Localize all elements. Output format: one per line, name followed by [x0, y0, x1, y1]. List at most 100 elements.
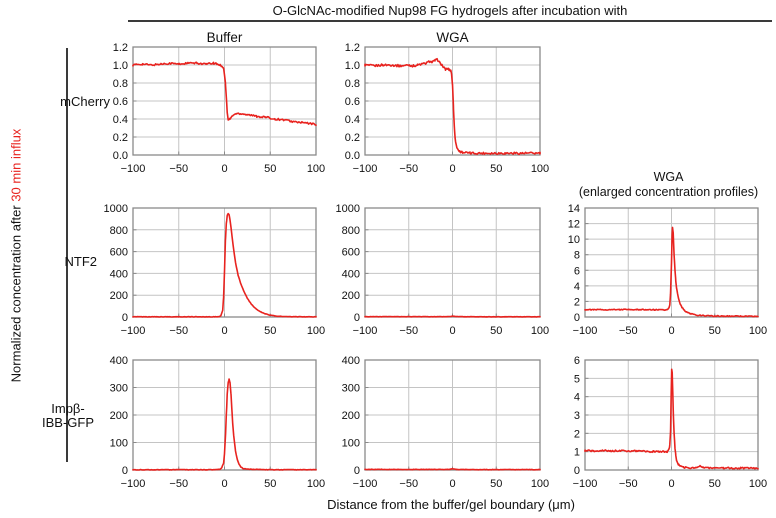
svg-text:100: 100: [307, 325, 325, 337]
svg-text:1000: 1000: [104, 203, 128, 215]
plot-ntf2-wga-enlarged: 0 2 4 6 8 10 12 14 −100 −50 0 50 100: [568, 203, 767, 337]
svg-text:14: 14: [568, 203, 580, 215]
svg-text:300: 300: [342, 383, 360, 395]
svg-text:−50: −50: [169, 325, 188, 337]
column-header-wga-enlarged-line2: (enlarged concentration profiles): [578, 185, 759, 199]
svg-text:0.0: 0.0: [113, 150, 128, 162]
svg-text:100: 100: [749, 325, 767, 337]
svg-text:100: 100: [531, 163, 549, 175]
svg-text:0.6: 0.6: [113, 96, 128, 108]
svg-text:0.2: 0.2: [113, 132, 128, 144]
svg-text:400: 400: [342, 355, 360, 367]
row-label-mcherry: mCherry: [60, 94, 110, 109]
column-header-wga: WGA: [436, 30, 469, 45]
svg-text:200: 200: [342, 290, 360, 302]
svg-text:0: 0: [574, 312, 580, 324]
svg-text:3: 3: [574, 410, 580, 422]
svg-text:1.2: 1.2: [345, 42, 360, 54]
svg-text:−100: −100: [573, 325, 598, 337]
svg-text:2: 2: [574, 428, 580, 440]
svg-text:4: 4: [574, 392, 580, 404]
svg-text:−50: −50: [169, 478, 188, 490]
svg-text:1.2: 1.2: [113, 42, 128, 54]
plot-impb-buffer: 0 100 200 300 400 −100 −50 0 50 100: [110, 355, 326, 490]
svg-text:50: 50: [264, 478, 276, 490]
svg-text:0: 0: [221, 325, 227, 337]
svg-text:0: 0: [354, 465, 360, 477]
svg-text:50: 50: [709, 478, 721, 490]
svg-text:−100: −100: [353, 478, 378, 490]
row-label-impb-line1: Impβ-: [51, 401, 85, 416]
svg-text:−50: −50: [399, 478, 418, 490]
svg-text:−50: −50: [399, 163, 418, 175]
svg-text:400: 400: [110, 268, 128, 280]
svg-text:−50: −50: [399, 325, 418, 337]
svg-text:100: 100: [342, 438, 360, 450]
svg-text:0: 0: [449, 325, 455, 337]
svg-text:6: 6: [574, 265, 580, 277]
svg-text:400: 400: [342, 268, 360, 280]
svg-text:−50: −50: [619, 478, 638, 490]
svg-text:50: 50: [264, 325, 276, 337]
svg-text:0: 0: [221, 163, 227, 175]
svg-text:−50: −50: [169, 163, 188, 175]
svg-text:1000: 1000: [336, 203, 360, 215]
svg-text:50: 50: [490, 478, 502, 490]
svg-text:50: 50: [264, 163, 276, 175]
svg-text:0: 0: [449, 478, 455, 490]
svg-text:600: 600: [342, 247, 360, 259]
svg-text:0.4: 0.4: [113, 114, 128, 126]
svg-text:−100: −100: [573, 478, 598, 490]
svg-text:12: 12: [568, 219, 580, 231]
svg-text:−100: −100: [121, 163, 146, 175]
plot-mcherry-buffer: 0.0 0.2 0.4 0.6 0.8 1.0 1.2 −100 −50 0 50 100: [113, 42, 325, 175]
svg-text:−100: −100: [121, 325, 146, 337]
plot-mcherry-wga: 0.0 0.2 0.4 0.6 0.8 1.0 1.2 −100 −50 0 50 100: [345, 42, 549, 175]
svg-text:2: 2: [574, 296, 580, 308]
svg-text:0: 0: [122, 312, 128, 324]
svg-text:0.4: 0.4: [345, 114, 360, 126]
plot-ntf2-buffer: 0 200 400 600 800 1000 −100 −50 0 50 100: [104, 203, 326, 337]
y-axis-bracket-line: [66, 48, 68, 462]
svg-text:6: 6: [574, 355, 580, 367]
svg-text:−100: −100: [353, 163, 378, 175]
svg-text:1: 1: [574, 447, 580, 459]
svg-text:100: 100: [307, 163, 325, 175]
y-axis-label-red: 30 min influx: [8, 128, 24, 202]
svg-text:−100: −100: [353, 325, 378, 337]
svg-text:800: 800: [342, 225, 360, 237]
svg-text:0.0: 0.0: [345, 150, 360, 162]
x-axis-label: Distance from the buffer/gel boundary (μ…: [327, 497, 575, 512]
svg-text:100: 100: [110, 438, 128, 450]
svg-text:0: 0: [449, 163, 455, 175]
plot-impb-wga: 0 100 200 300 400 −100 −50 0 50 100: [342, 355, 550, 490]
svg-text:0: 0: [668, 325, 674, 337]
svg-text:50: 50: [490, 325, 502, 337]
svg-text:−100: −100: [121, 478, 146, 490]
row-label-ntf2: NTF2: [64, 254, 98, 269]
svg-text:0: 0: [574, 465, 580, 477]
svg-text:4: 4: [574, 281, 580, 293]
plot-ntf2-wga: 0 200 400 600 800 1000 −100 −50 0 50 100: [336, 203, 550, 337]
plot-impb-wga-enlarged: 0 1 2 3 4 5 6 −100 −50 0 50 100: [573, 355, 768, 490]
svg-text:50: 50: [709, 325, 721, 337]
svg-text:50: 50: [490, 163, 502, 175]
y-axis-label-black: Normalized concentration after: [8, 201, 24, 383]
row-label-impb-line2: IBB-GFP: [41, 415, 94, 430]
svg-text:0: 0: [221, 478, 227, 490]
svg-text:10: 10: [568, 234, 580, 246]
svg-text:600: 600: [110, 247, 128, 259]
svg-text:0: 0: [354, 312, 360, 324]
svg-text:5: 5: [574, 373, 580, 385]
svg-text:0: 0: [122, 465, 128, 477]
column-header-wga-enlarged-line1: WGA: [653, 170, 684, 184]
svg-text:100: 100: [307, 478, 325, 490]
svg-text:0.2: 0.2: [345, 132, 360, 144]
svg-text:−50: −50: [619, 325, 638, 337]
svg-text:1.0: 1.0: [345, 60, 360, 72]
row-label-impb: Impβ- IBB-GFP: [20, 402, 116, 430]
svg-text:0.8: 0.8: [345, 78, 360, 90]
svg-text:0.8: 0.8: [113, 78, 128, 90]
svg-text:200: 200: [110, 410, 128, 422]
figure-title: O-GlcNAc-modified Nup98 FG hydrogels aft…: [272, 3, 628, 18]
